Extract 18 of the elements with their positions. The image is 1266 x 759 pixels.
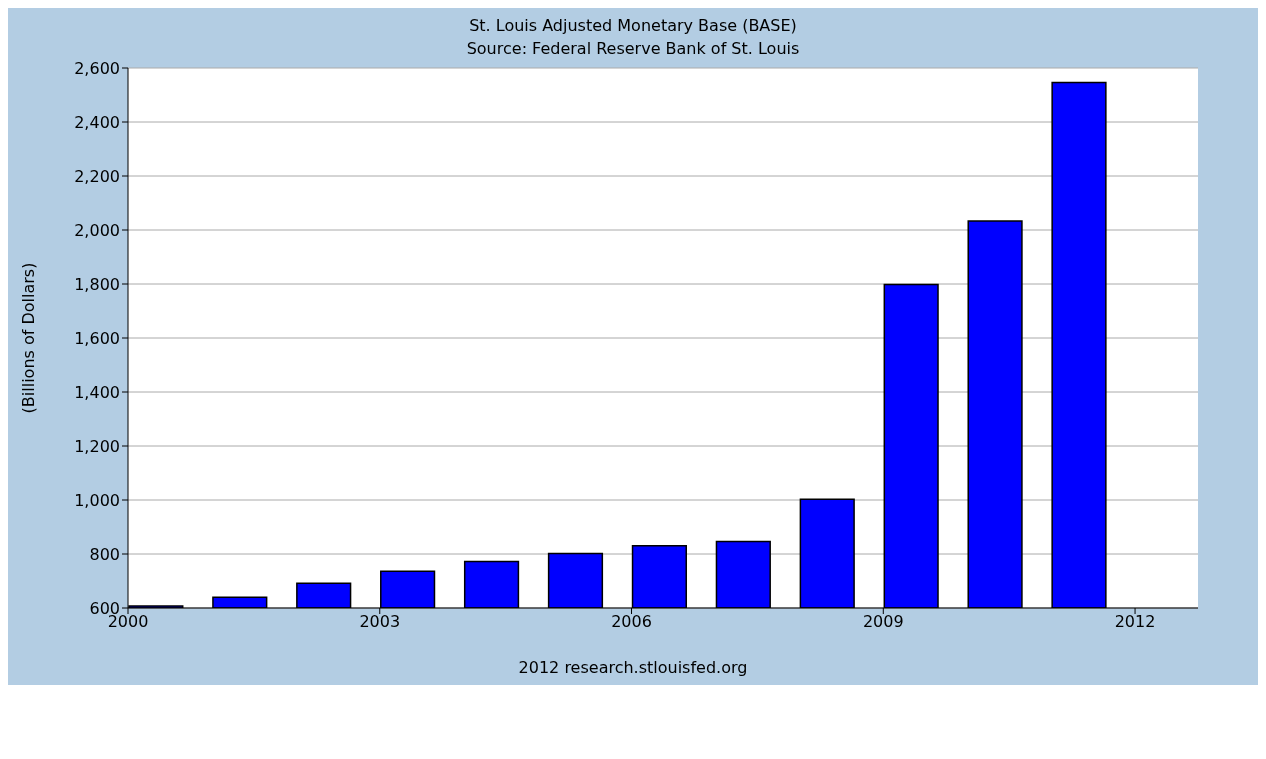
y-tick-label: 1,600 bbox=[74, 328, 120, 348]
y-tick-label: 1,200 bbox=[74, 436, 120, 456]
chart-subtitle: Source: Federal Reserve Bank of St. Louis bbox=[465, 39, 801, 58]
text: 2012 research.stlouisfed.org bbox=[517, 658, 749, 677]
y-tick-label: 1,400 bbox=[74, 382, 120, 402]
y-tick-label: 2,600 bbox=[74, 58, 120, 78]
x-tick-label: 2006 bbox=[611, 612, 652, 632]
chart-title: St. Louis Adjusted Monetary Base (BASE) bbox=[468, 16, 798, 35]
y-axis-title: (Billions of Dollars) bbox=[18, 262, 38, 414]
y-tick-label: 2,000 bbox=[74, 220, 120, 240]
x-tick-label: 2009 bbox=[862, 612, 904, 632]
y-tick-label: 2,400 bbox=[74, 112, 120, 132]
y-tick-label: 800 bbox=[89, 544, 120, 564]
x-tick-label: 2003 bbox=[359, 612, 401, 632]
x-tick-label: 2012 bbox=[1114, 612, 1156, 632]
y-tick-label: 1,800 bbox=[74, 274, 120, 294]
y-tick-label: 1,000 bbox=[74, 490, 120, 510]
y-tick-label: 2,200 bbox=[74, 166, 120, 186]
